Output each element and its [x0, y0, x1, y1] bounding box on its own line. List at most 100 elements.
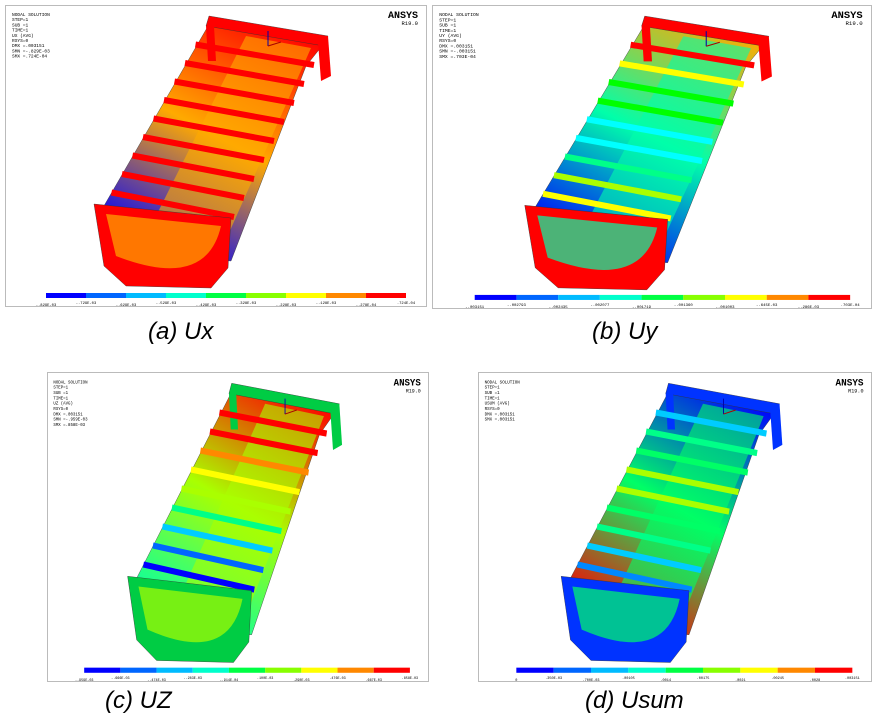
info-text: UX (AVG) [12, 33, 34, 39]
colorbar-box [157, 668, 193, 673]
info-text: SMN =-.003151 [439, 49, 476, 55]
colorbar-box [778, 668, 815, 673]
version: R19.0 [848, 388, 863, 394]
colorbar-label: .0021 [735, 679, 746, 682]
colorbar-box [126, 293, 166, 298]
colorbar-label: -.666E-03 [111, 677, 129, 681]
colorbar-label: .476E-03 [329, 677, 345, 681]
info-text: SUB =1 [485, 390, 500, 396]
colorbar-label: .703E-04 [841, 304, 861, 308]
colorbar-box [767, 295, 809, 300]
colorbar-box [86, 293, 126, 298]
info-text: SMX =.003151 [485, 416, 516, 422]
colorbar-label: -.286E-03 [798, 306, 820, 309]
panel: NODAL SOLUTIONSTEP=1SUB =1TIME=1UY (AVG)… [432, 5, 872, 309]
colorbar-label: .700E-03 [583, 679, 600, 682]
info-text: SMX =.724E-04 [12, 54, 47, 60]
info-text: USUM (AVG) [485, 400, 510, 406]
colorbar-box [326, 293, 366, 298]
colorbar-label: -.001360 [674, 304, 694, 308]
colorbar-label: -.002793 [507, 304, 527, 308]
colorbar-box [166, 293, 206, 298]
colorbar-box [475, 295, 517, 300]
colorbar-box [683, 295, 725, 300]
colorbar-box [338, 668, 374, 673]
colorbar-box [193, 668, 229, 673]
colorbar-box [46, 293, 86, 298]
colorbar-label: .858E-03 [402, 677, 418, 681]
colorbar-box [265, 668, 301, 673]
caption: (c) UZ [105, 687, 172, 715]
colorbar-box [516, 668, 553, 673]
info-text: NODAL SOLUTION [485, 379, 521, 385]
info-text: DMX =.003151 [12, 43, 45, 49]
colorbar-label: .0014 [660, 679, 671, 682]
colorbar-box [374, 668, 410, 673]
info-text: TIME=1 [439, 28, 456, 34]
version: R19.0 [845, 20, 863, 27]
end-frame [758, 36, 772, 81]
end-frame [770, 404, 782, 450]
colorbar-label: .00175 [697, 677, 710, 681]
colorbar-label: .0028 [810, 679, 821, 682]
colorbar-label: -.474E-03 [147, 679, 165, 682]
info-text: STEP=1 [439, 17, 456, 23]
colorbar-box [666, 668, 703, 673]
colorbar-box [642, 295, 684, 300]
colorbar-box [246, 293, 286, 298]
figure: NODAL SOLUTIONSTEP=1SUB =1TIME=1UX (AVG)… [0, 0, 872, 722]
info-text: SUB =1 [12, 22, 29, 28]
colorbar-box [600, 295, 642, 300]
colorbar-box [740, 668, 777, 673]
colorbar-box [703, 668, 740, 673]
colorbar-label: -.128E-03 [316, 302, 337, 306]
info-text: STEP=1 [485, 384, 500, 390]
colorbar-box [206, 293, 246, 298]
colorbar-label: -.003151 [465, 306, 485, 309]
colorbar-box [725, 295, 767, 300]
colorbar-label: 0 [515, 679, 517, 682]
colorbar-box [120, 668, 156, 673]
info-text: TIME=1 [12, 28, 29, 34]
colorbar-label: .724E-04 [397, 302, 416, 306]
colorbar-box [301, 668, 337, 673]
colorbar-box [84, 668, 120, 673]
caption: (b) Uy [592, 318, 657, 346]
version: R19.0 [401, 20, 418, 27]
colorbar-label: -.328E-03 [236, 302, 257, 306]
info-text: RSYS=0 [12, 38, 29, 44]
info-text: RSYS=0 [485, 406, 500, 412]
colorbar-label: -.529E-03 [156, 302, 177, 306]
colorbar-label: .00245 [771, 677, 784, 681]
colorbar-label: -.914E-04 [220, 679, 239, 682]
colorbar-box [229, 668, 265, 673]
colorbar-box [554, 668, 591, 673]
colorbar-box [366, 293, 406, 298]
colorbar-box [286, 293, 326, 298]
info-text: TIME=1 [485, 395, 500, 401]
info-text: NODAL SOLUTION [439, 12, 479, 18]
colorbar-label: -.001719 [632, 306, 652, 309]
colorbar-label: .350E-03 [545, 677, 562, 681]
colorbar-label: -.283E-03 [184, 677, 202, 681]
end-frame [330, 404, 342, 450]
info-text: STEP=1 [12, 17, 29, 23]
colorbar-label: .667E-03 [366, 679, 382, 682]
version: R19.0 [406, 388, 421, 394]
colorbar-box [516, 295, 558, 300]
colorbar-label: -.228E-03 [276, 304, 297, 307]
colorbar-box [628, 668, 665, 673]
colorbar-box [558, 295, 600, 300]
info-text: SMN =-.829E-03 [12, 48, 50, 54]
caption: (a) Ux [148, 318, 213, 346]
info-text: DMX =.003151 [485, 411, 516, 417]
colorbar-box [815, 668, 852, 673]
info-text: SMX =.703E-04 [439, 54, 476, 60]
info-text: DMX =.003151 [439, 44, 473, 50]
colorbar-label: -.959E-03 [75, 679, 93, 682]
info-text: SMX =.858E-03 [53, 423, 85, 428]
info-text: RSYS=0 [439, 38, 456, 44]
